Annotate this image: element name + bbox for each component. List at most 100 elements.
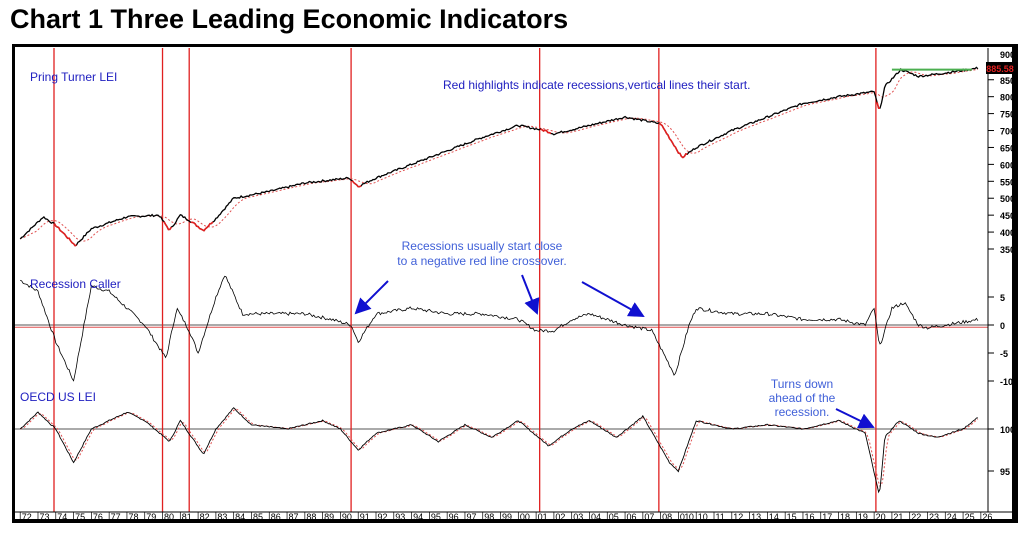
arrow-2007 (581, 281, 645, 317)
x-tick-label: 20 (876, 512, 886, 522)
x-tick-label: 21 (893, 512, 903, 522)
arrow-2001 (521, 274, 540, 315)
oecd-moving-average (19, 408, 979, 488)
x-tick-label: 18 (840, 512, 850, 522)
x-tick-label: 13 (751, 512, 761, 522)
x-tick-label: 15 (787, 512, 797, 522)
annotation-turns-line2: ahead of the (769, 391, 836, 405)
x-tick-label: 01 (538, 512, 548, 522)
x-tick-label: 04 (591, 512, 601, 522)
x-tick-label: 91 (360, 512, 370, 522)
lei-recession-segment (876, 102, 880, 109)
x-tick-label: 010 (680, 512, 694, 522)
x-tick-label: 99 (502, 512, 512, 522)
y-tick-label: 850 (1000, 76, 1015, 86)
annotation-turns-line1: Turns down (771, 377, 833, 391)
x-tick-label: 74 (57, 512, 67, 522)
lei-recession-segment (658, 122, 688, 159)
x-tick-label: 06 (627, 512, 637, 522)
chart-frame (12, 44, 1018, 523)
value-badge (986, 62, 1015, 74)
x-tick-label: 16 (804, 512, 814, 522)
x-tick-label: 84 (235, 512, 245, 522)
x-tick-label: 77 (111, 512, 121, 522)
y-tick-label: 5 (1000, 293, 1005, 303)
x-tick-label: 89 (324, 512, 334, 522)
x-tick-label: 02 (555, 512, 565, 522)
x-tick-label: 93 (395, 512, 405, 522)
arrow-1990 (354, 280, 389, 315)
x-tick-label: 95 (431, 512, 441, 522)
annotation-recession-legend: Red highlights indicate recessions,verti… (443, 78, 750, 92)
x-tick-label: 80 (164, 512, 174, 522)
x-tick-label: 05 (609, 512, 619, 522)
x-tick-label: 24 (947, 512, 957, 522)
y-tick-label: -5 (1000, 349, 1008, 359)
y-tick-label: 100 (1000, 425, 1015, 435)
x-tick-label: 17 (822, 512, 832, 522)
annotation-turns-line3: recession. (775, 405, 830, 419)
y-tick-label: 900 (1000, 50, 1015, 60)
x-tick-label: 14 (769, 512, 779, 522)
x-tick-label: 79 (146, 512, 156, 522)
x-tick-label: 83 (217, 512, 227, 522)
x-tick-label: 82 (200, 512, 210, 522)
lei-recession-segment (190, 221, 214, 232)
x-tick-label: 25 (965, 512, 975, 522)
x-tick-label: 97 (466, 512, 476, 522)
y-tick-label: 450 (1000, 211, 1015, 221)
y-tick-label: 550 (1000, 177, 1015, 187)
value-badge-text: 885.58 (986, 64, 1014, 74)
lei-recession-segment (540, 128, 552, 135)
x-tick-label: 86 (271, 512, 281, 522)
y-tick-label: 350 (1000, 245, 1015, 255)
x-tick-label: 72 (22, 512, 32, 522)
x-tick-label: 26 (982, 512, 992, 522)
page-title: Chart 1 Three Leading Economic Indicator… (10, 4, 569, 34)
y-tick-label: 650 (1000, 143, 1015, 153)
panel-title-oecd: OECD US LEI (20, 390, 96, 404)
x-tick-label: 08 (662, 512, 672, 522)
lei-moving-average (19, 68, 978, 242)
x-tick-label: 92 (377, 512, 387, 522)
x-tick-label: 78 (128, 512, 138, 522)
x-tick-label: 87 (289, 512, 299, 522)
lei-recession-segment (351, 180, 362, 188)
x-tick-label: 75 (75, 512, 85, 522)
y-tick-label: 700 (1000, 127, 1015, 137)
x-tick-label: 94 (413, 512, 423, 522)
y-tick-label: 400 (1000, 228, 1015, 238)
recession-caller-line (20, 275, 979, 382)
oecd-series-line (19, 407, 978, 494)
x-tick-label: 19 (858, 512, 868, 522)
x-tick-label: 73 (39, 512, 49, 522)
x-tick-label: 88 (306, 512, 316, 522)
x-tick-label: 03 (573, 512, 583, 522)
y-tick-label: 0 (1000, 321, 1005, 331)
x-tick-label: 07 (644, 512, 654, 522)
panel-title-recession-caller: Recession Caller (30, 277, 121, 291)
arrow-2020 (835, 408, 875, 429)
y-tick-label: 800 (1000, 93, 1015, 103)
y-tick-label: 600 (1000, 160, 1015, 170)
y-tick-label: 95 (1000, 467, 1010, 477)
x-tick-label: 23 (929, 512, 939, 522)
lei-recession-segment (53, 222, 77, 247)
y-tick-label: -10 (1000, 377, 1013, 387)
panel-title-lei: Pring Turner LEI (30, 70, 117, 84)
x-tick-label: 22 (911, 512, 921, 522)
x-tick-label: 98 (484, 512, 494, 522)
x-tick-label: 85 (253, 512, 263, 522)
x-tick-label: 96 (449, 512, 459, 522)
x-tick-label: 12 (733, 512, 743, 522)
x-tick-label: 76 (93, 512, 103, 522)
y-tick-label: 750 (1000, 110, 1015, 120)
y-tick-label: 500 (1000, 194, 1015, 204)
x-tick-label: 90 (342, 512, 352, 522)
x-tick-label: 10 (698, 512, 708, 522)
lei-series-line (19, 66, 979, 247)
annotation-crossover-line1: Recessions usually start close (402, 239, 563, 253)
annotation-crossover-line2: to a negative red line crossover. (397, 254, 566, 268)
x-tick-label: 81 (182, 512, 192, 522)
